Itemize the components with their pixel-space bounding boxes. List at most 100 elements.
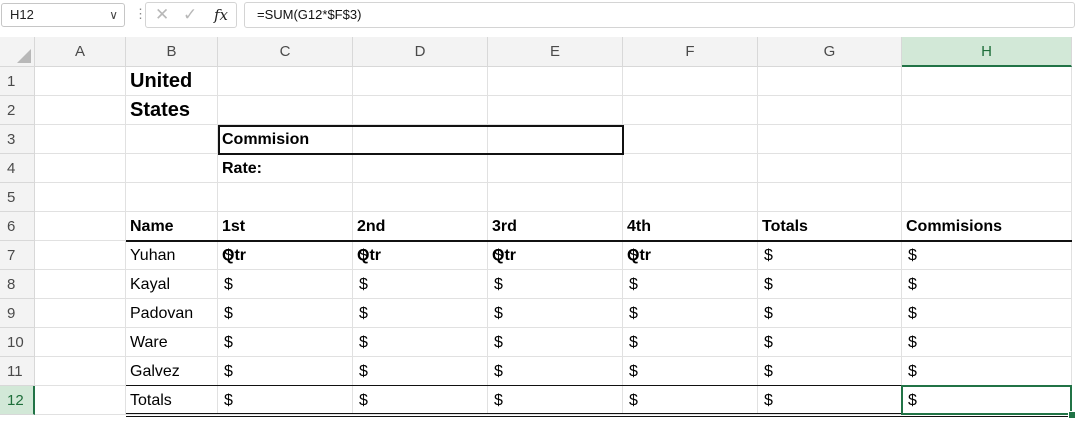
cell-c7[interactable]: [218, 241, 353, 270]
cell-g2[interactable]: [758, 96, 902, 125]
cell-h7[interactable]: [902, 241, 1072, 270]
cell-b9[interactable]: [126, 299, 218, 328]
column-header-e[interactable]: E: [488, 37, 623, 67]
cancel-icon[interactable]: ✕: [155, 5, 170, 24]
row-header-3[interactable]: 3: [0, 125, 35, 154]
cell-f10[interactable]: [623, 328, 758, 357]
cell-h11[interactable]: [902, 357, 1072, 386]
chevron-down-icon[interactable]: ∨: [109, 8, 118, 22]
cell-e8[interactable]: [488, 270, 623, 299]
row-header-4[interactable]: 4: [0, 154, 35, 183]
cell-h8[interactable]: [902, 270, 1072, 299]
cell-g8[interactable]: [758, 270, 902, 299]
cell-g4[interactable]: [758, 154, 902, 183]
row-header-12[interactable]: 12: [0, 386, 35, 415]
cell-h9[interactable]: [902, 299, 1072, 328]
cell-f1[interactable]: [623, 67, 758, 96]
cell-a4[interactable]: [35, 154, 126, 183]
fill-handle[interactable]: [1068, 411, 1075, 419]
cell-d2[interactable]: [353, 96, 488, 125]
cell-f8[interactable]: [623, 270, 758, 299]
cell-a3[interactable]: [35, 125, 126, 154]
column-header-c[interactable]: C: [218, 37, 353, 67]
cell-g9[interactable]: [758, 299, 902, 328]
row-header-9[interactable]: 9: [0, 299, 35, 328]
row-header-6[interactable]: 6: [0, 212, 35, 241]
column-header-h[interactable]: H: [902, 37, 1072, 67]
cell-b8[interactable]: [126, 270, 218, 299]
cell-c9[interactable]: [218, 299, 353, 328]
cell-f9[interactable]: [623, 299, 758, 328]
cell-b1[interactable]: [126, 67, 218, 96]
cell-b2[interactable]: [126, 96, 218, 125]
cell-e5[interactable]: [488, 183, 623, 212]
row-header-5[interactable]: 5: [0, 183, 35, 212]
cell-h10[interactable]: [902, 328, 1072, 357]
cell-d5[interactable]: [353, 183, 488, 212]
cell-c5[interactable]: [218, 183, 353, 212]
row-header-7[interactable]: 7: [0, 241, 35, 270]
row-header-1[interactable]: 1: [0, 67, 35, 96]
cell-a5[interactable]: [35, 183, 126, 212]
column-header-b[interactable]: B: [126, 37, 218, 67]
cell-e1[interactable]: [488, 67, 623, 96]
column-header-g[interactable]: G: [758, 37, 902, 67]
cell-g3[interactable]: [758, 125, 902, 154]
cell-d8[interactable]: [353, 270, 488, 299]
cell-a7[interactable]: [35, 241, 126, 270]
cell-c12[interactable]: [218, 386, 353, 415]
cell-a6[interactable]: [35, 212, 126, 241]
cell-f5[interactable]: [623, 183, 758, 212]
more-options-icon[interactable]: ⋮: [134, 6, 147, 21]
row-header-8[interactable]: 8: [0, 270, 35, 299]
column-header-f[interactable]: F: [623, 37, 758, 67]
row-header-2[interactable]: 2: [0, 96, 35, 125]
cell-f7[interactable]: [623, 241, 758, 270]
insert-function-icon[interactable]: fx: [214, 6, 229, 24]
cell-a9[interactable]: [35, 299, 126, 328]
cell-c1[interactable]: [218, 67, 353, 96]
cell-c10[interactable]: [218, 328, 353, 357]
cell-b12[interactable]: [126, 386, 218, 415]
row-header-11[interactable]: 11: [0, 357, 35, 386]
formula-input[interactable]: =SUM(G12*$F$3): [244, 2, 1075, 28]
cell-e9[interactable]: [488, 299, 623, 328]
column-header-a[interactable]: A: [35, 37, 126, 67]
cell-b7[interactable]: [126, 241, 218, 270]
cell-e11[interactable]: [488, 357, 623, 386]
cell-f3[interactable]: [623, 125, 758, 154]
cell-a2[interactable]: [35, 96, 126, 125]
name-box[interactable]: H12 ∨: [1, 3, 125, 27]
cell-f11[interactable]: [623, 357, 758, 386]
cell-g10[interactable]: [758, 328, 902, 357]
cell-c2[interactable]: [218, 96, 353, 125]
cell-g12[interactable]: [758, 386, 902, 415]
cell-a11[interactable]: [35, 357, 126, 386]
cell-h4[interactable]: [902, 154, 1072, 183]
cell-g7[interactable]: [758, 241, 902, 270]
cell-f2[interactable]: [623, 96, 758, 125]
cell-a12[interactable]: [35, 386, 126, 415]
cell-d10[interactable]: [353, 328, 488, 357]
cell-d7[interactable]: [353, 241, 488, 270]
cell-e7[interactable]: [488, 241, 623, 270]
column-header-d[interactable]: D: [353, 37, 488, 67]
cell-b5[interactable]: [126, 183, 218, 212]
cell-d12[interactable]: [353, 386, 488, 415]
cell-g5[interactable]: [758, 183, 902, 212]
cell-b10[interactable]: [126, 328, 218, 357]
cell-h3[interactable]: [902, 125, 1072, 154]
cell-g11[interactable]: [758, 357, 902, 386]
cell-e10[interactable]: [488, 328, 623, 357]
cell-d1[interactable]: [353, 67, 488, 96]
cell-a8[interactable]: [35, 270, 126, 299]
select-all-corner[interactable]: [0, 37, 35, 67]
cell-c11[interactable]: [218, 357, 353, 386]
cell-a10[interactable]: [35, 328, 126, 357]
cell-d9[interactable]: [353, 299, 488, 328]
cell-h1[interactable]: [902, 67, 1072, 96]
cell-e4[interactable]: [488, 154, 623, 183]
cell-g1[interactable]: [758, 67, 902, 96]
cell-e12[interactable]: [488, 386, 623, 415]
cell-h2[interactable]: [902, 96, 1072, 125]
